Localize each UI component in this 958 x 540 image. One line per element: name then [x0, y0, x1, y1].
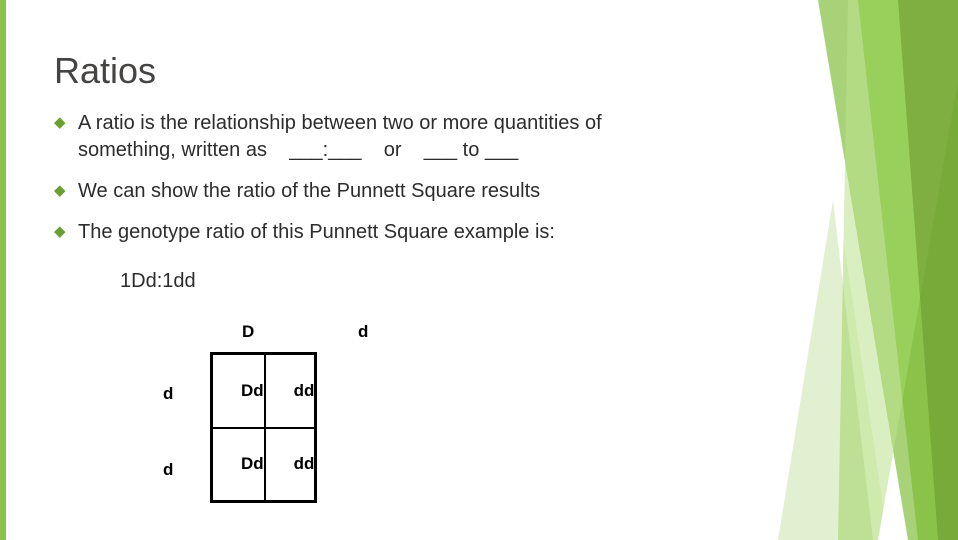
- bullet-text: A ratio is the relationship between two …: [78, 110, 694, 164]
- punnett-cell: Dd: [212, 354, 265, 428]
- left-accent-strip: [0, 0, 6, 540]
- arrow-bullet-icon: ◆: [54, 225, 68, 239]
- decorative-green-panel: [778, 0, 958, 540]
- bullet-item: ◆ The genotype ratio of this Punnett Squ…: [54, 219, 694, 246]
- arrow-bullet-icon: ◆: [54, 184, 68, 198]
- bullet-item: ◆ We can show the ratio of the Punnett S…: [54, 178, 694, 205]
- slide: Ratios ◆ A ratio is the relationship bet…: [0, 0, 958, 540]
- arrow-bullet-icon: ◆: [54, 116, 68, 130]
- punnett-cell: dd: [265, 354, 316, 428]
- bullet-text: We can show the ratio of the Punnett Squ…: [78, 178, 540, 205]
- table-row: Dd dd: [212, 428, 316, 502]
- punnett-row-header: d: [163, 384, 173, 404]
- table-row: Dd dd: [212, 354, 316, 428]
- bullet-text: The genotype ratio of this Punnett Squar…: [78, 219, 555, 246]
- punnett-grid: Dd dd Dd dd: [210, 352, 317, 503]
- bullet-item: ◆ A ratio is the relationship between tw…: [54, 110, 694, 164]
- punnett-cell: dd: [265, 428, 316, 502]
- slide-title: Ratios: [54, 50, 156, 92]
- punnett-cell: Dd: [212, 428, 265, 502]
- bullet-list: ◆ A ratio is the relationship between tw…: [54, 110, 694, 260]
- genotype-ratio-value: 1Dd:1dd: [120, 270, 196, 293]
- punnett-row-header: d: [163, 460, 173, 480]
- punnett-col-header: D: [242, 322, 254, 342]
- punnett-col-header: d: [358, 322, 368, 342]
